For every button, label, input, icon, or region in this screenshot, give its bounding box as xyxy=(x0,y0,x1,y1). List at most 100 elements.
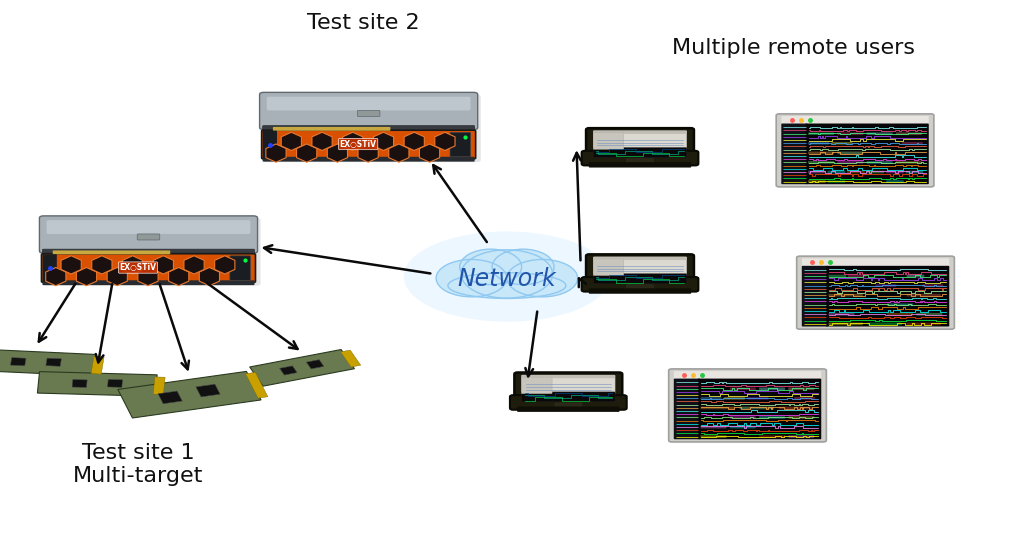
FancyBboxPatch shape xyxy=(808,180,825,183)
Polygon shape xyxy=(108,380,123,387)
FancyBboxPatch shape xyxy=(788,388,814,390)
Polygon shape xyxy=(169,267,188,286)
FancyBboxPatch shape xyxy=(866,133,893,135)
FancyBboxPatch shape xyxy=(42,249,254,255)
Polygon shape xyxy=(358,144,378,162)
FancyBboxPatch shape xyxy=(776,114,934,187)
FancyBboxPatch shape xyxy=(137,234,160,240)
FancyBboxPatch shape xyxy=(887,313,913,316)
FancyBboxPatch shape xyxy=(886,180,904,183)
FancyBboxPatch shape xyxy=(262,95,481,162)
Polygon shape xyxy=(312,132,332,150)
FancyBboxPatch shape xyxy=(521,377,552,394)
FancyBboxPatch shape xyxy=(906,275,925,277)
FancyBboxPatch shape xyxy=(517,407,620,412)
FancyBboxPatch shape xyxy=(802,266,828,326)
FancyBboxPatch shape xyxy=(847,171,864,173)
FancyBboxPatch shape xyxy=(788,416,814,419)
FancyBboxPatch shape xyxy=(838,133,863,135)
Ellipse shape xyxy=(493,249,554,285)
FancyBboxPatch shape xyxy=(555,403,582,408)
FancyBboxPatch shape xyxy=(698,379,821,439)
Polygon shape xyxy=(77,267,96,286)
FancyBboxPatch shape xyxy=(902,142,923,144)
FancyBboxPatch shape xyxy=(788,436,814,438)
FancyBboxPatch shape xyxy=(808,171,825,173)
FancyBboxPatch shape xyxy=(593,274,687,284)
Polygon shape xyxy=(158,391,182,404)
FancyBboxPatch shape xyxy=(808,142,829,144)
FancyBboxPatch shape xyxy=(826,266,949,326)
FancyBboxPatch shape xyxy=(808,151,834,154)
FancyBboxPatch shape xyxy=(42,280,254,285)
FancyBboxPatch shape xyxy=(781,116,929,124)
Polygon shape xyxy=(10,358,26,366)
FancyBboxPatch shape xyxy=(674,379,700,439)
FancyBboxPatch shape xyxy=(46,220,250,234)
FancyBboxPatch shape xyxy=(906,294,941,296)
FancyBboxPatch shape xyxy=(866,161,893,164)
Text: EX○STiV: EX○STiV xyxy=(120,263,157,272)
FancyBboxPatch shape xyxy=(593,130,687,149)
FancyBboxPatch shape xyxy=(53,250,170,255)
Polygon shape xyxy=(328,144,347,162)
FancyBboxPatch shape xyxy=(450,132,470,157)
FancyBboxPatch shape xyxy=(444,273,569,291)
FancyBboxPatch shape xyxy=(262,130,475,159)
FancyBboxPatch shape xyxy=(759,416,785,419)
FancyBboxPatch shape xyxy=(627,285,653,290)
Ellipse shape xyxy=(507,259,578,297)
FancyBboxPatch shape xyxy=(730,416,756,419)
FancyBboxPatch shape xyxy=(828,294,863,296)
FancyBboxPatch shape xyxy=(867,323,902,325)
Polygon shape xyxy=(282,132,301,150)
FancyBboxPatch shape xyxy=(593,257,687,260)
Polygon shape xyxy=(280,366,297,375)
Text: Test site 2: Test site 2 xyxy=(307,13,420,33)
Polygon shape xyxy=(196,384,220,397)
FancyBboxPatch shape xyxy=(357,111,380,117)
Polygon shape xyxy=(72,380,87,387)
FancyBboxPatch shape xyxy=(700,436,726,438)
FancyBboxPatch shape xyxy=(896,161,922,164)
FancyBboxPatch shape xyxy=(586,255,694,287)
FancyBboxPatch shape xyxy=(700,426,726,429)
Polygon shape xyxy=(91,357,104,374)
FancyBboxPatch shape xyxy=(896,133,922,135)
FancyBboxPatch shape xyxy=(797,256,954,329)
Polygon shape xyxy=(46,267,66,286)
FancyBboxPatch shape xyxy=(887,303,913,306)
FancyBboxPatch shape xyxy=(748,397,768,400)
FancyBboxPatch shape xyxy=(582,151,698,165)
FancyBboxPatch shape xyxy=(838,151,863,154)
Polygon shape xyxy=(374,132,393,150)
FancyBboxPatch shape xyxy=(266,97,471,111)
FancyBboxPatch shape xyxy=(42,254,56,282)
FancyBboxPatch shape xyxy=(848,275,865,277)
Polygon shape xyxy=(246,372,268,398)
FancyBboxPatch shape xyxy=(593,133,624,149)
Polygon shape xyxy=(389,144,409,162)
FancyBboxPatch shape xyxy=(828,323,863,325)
Polygon shape xyxy=(343,132,362,150)
Polygon shape xyxy=(0,349,96,376)
FancyBboxPatch shape xyxy=(272,127,390,131)
FancyBboxPatch shape xyxy=(759,388,785,390)
Polygon shape xyxy=(200,267,219,286)
FancyBboxPatch shape xyxy=(724,397,744,400)
FancyBboxPatch shape xyxy=(827,171,845,173)
FancyBboxPatch shape xyxy=(586,128,694,161)
FancyBboxPatch shape xyxy=(669,369,826,442)
FancyBboxPatch shape xyxy=(827,180,845,183)
FancyBboxPatch shape xyxy=(262,157,475,162)
FancyBboxPatch shape xyxy=(739,407,774,409)
Polygon shape xyxy=(123,256,142,274)
Text: Test site 1
Multi-target: Test site 1 Multi-target xyxy=(73,443,204,486)
FancyBboxPatch shape xyxy=(808,133,834,135)
FancyBboxPatch shape xyxy=(593,130,687,134)
FancyBboxPatch shape xyxy=(700,397,722,400)
Polygon shape xyxy=(154,377,165,394)
FancyBboxPatch shape xyxy=(828,275,846,277)
FancyBboxPatch shape xyxy=(730,426,756,429)
FancyBboxPatch shape xyxy=(521,375,615,394)
